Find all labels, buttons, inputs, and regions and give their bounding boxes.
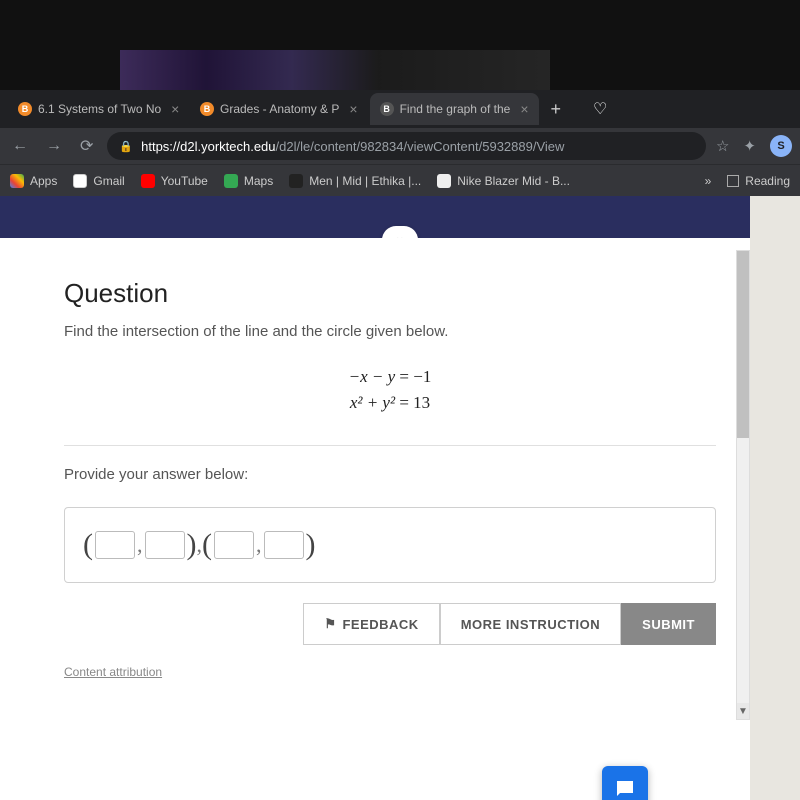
tab-systems[interactable]: B 6.1 Systems of Two No × xyxy=(8,93,188,125)
submit-button[interactable]: SUBMIT xyxy=(621,603,716,645)
favicon-icon: B xyxy=(200,102,214,116)
answer-input-2[interactable] xyxy=(145,531,185,559)
lock-icon: 🔒 xyxy=(119,140,133,153)
url-text: https://d2l.yorktech.edu/d2l/le/content/… xyxy=(141,139,564,154)
star-icon[interactable]: ☆ xyxy=(716,137,729,155)
flag-icon: ⚑ xyxy=(324,616,336,632)
tab-label: 6.1 Systems of Two No xyxy=(38,102,161,116)
favicon-icon: B xyxy=(380,102,394,116)
answer-input-3[interactable] xyxy=(214,531,254,559)
close-icon[interactable]: × xyxy=(349,101,357,117)
page-content: ⌄ ▲ ▼ Question Find the intersection of … xyxy=(0,196,800,800)
chat-button[interactable] xyxy=(602,766,648,800)
feedback-button[interactable]: ⚑FEEDBACK xyxy=(303,603,439,645)
question-panel: Question Find the intersection of the li… xyxy=(0,238,736,800)
reload-button[interactable]: ⟳ xyxy=(76,136,97,156)
nike-bookmark[interactable]: Nike Blazer Mid - B... xyxy=(437,174,570,188)
youtube-bookmark[interactable]: YouTube xyxy=(141,174,208,188)
close-icon[interactable]: × xyxy=(171,101,179,117)
browser-window: B 6.1 Systems of Two No × B Grades - Ana… xyxy=(0,90,800,800)
address-bar-row: ← → ⟳ 🔒 https://d2l.yorktech.edu/d2l/le/… xyxy=(0,128,800,164)
answer-container: ( , ), ( , ) xyxy=(64,507,716,583)
tab-label: Grades - Anatomy & P xyxy=(220,102,339,116)
new-tab-button[interactable]: + xyxy=(541,99,572,120)
more-instruction-button[interactable]: MORE INSTRUCTION xyxy=(440,603,621,645)
bookmarks-bar: Apps Gmail YouTube Maps Men | Mid | Ethi… xyxy=(0,164,800,196)
content-attribution-link[interactable]: Content attribution xyxy=(64,665,162,679)
answer-fields: ( , ), ( , ) xyxy=(83,528,697,562)
favicon-icon: B xyxy=(18,102,32,116)
divider xyxy=(64,445,716,446)
paren-close: ) xyxy=(187,528,197,562)
tab-grades[interactable]: B Grades - Anatomy & P × xyxy=(190,93,368,125)
answer-input-4[interactable] xyxy=(264,531,304,559)
back-button[interactable]: ← xyxy=(8,137,32,155)
profile-avatar[interactable]: S xyxy=(770,135,792,157)
tab-find-graph[interactable]: B Find the graph of the × xyxy=(370,93,539,125)
action-row: ⚑FEEDBACK MORE INSTRUCTION SUBMIT xyxy=(64,603,716,645)
forward-button[interactable]: → xyxy=(42,137,66,155)
paren-close: ) xyxy=(306,528,316,562)
question-prompt: Find the intersection of the line and th… xyxy=(64,323,716,340)
scrollbar[interactable]: ▲ ▼ xyxy=(736,250,750,720)
overflow-icon[interactable]: » xyxy=(705,174,712,188)
desktop-background: — ▢ xyxy=(0,0,800,100)
paren-open: ( xyxy=(83,528,93,562)
apps-bookmark[interactable]: Apps xyxy=(10,174,57,188)
paren-open: ( xyxy=(202,528,212,562)
course-header-bar: ⌄ xyxy=(0,196,800,238)
extensions-icon[interactable]: ✦ xyxy=(743,137,756,155)
chat-icon xyxy=(613,777,637,800)
tab-bar: B 6.1 Systems of Two No × B Grades - Ana… xyxy=(0,90,800,128)
toolbar-right: ☆ ✦ S xyxy=(716,135,792,157)
url-input[interactable]: 🔒 https://d2l.yorktech.edu/d2l/le/conten… xyxy=(107,132,706,160)
close-icon[interactable]: × xyxy=(520,101,528,117)
scroll-thumb[interactable] xyxy=(737,251,749,438)
ethika-bookmark[interactable]: Men | Mid | Ethika |... xyxy=(289,174,421,188)
heart-icon[interactable]: ♡ xyxy=(593,99,607,119)
answer-label: Provide your answer below: xyxy=(64,466,716,483)
equation-block: −x − y = −1 x² + y² = 13 xyxy=(64,364,716,415)
right-gutter xyxy=(750,196,800,800)
tab-label: Find the graph of the xyxy=(400,102,511,116)
scroll-down-icon[interactable]: ▼ xyxy=(737,703,749,719)
question-heading: Question xyxy=(64,278,716,309)
answer-input-1[interactable] xyxy=(95,531,135,559)
gmail-bookmark[interactable]: Gmail xyxy=(73,174,124,188)
maps-bookmark[interactable]: Maps xyxy=(224,174,273,188)
reading-list-button[interactable]: Reading xyxy=(727,174,790,188)
